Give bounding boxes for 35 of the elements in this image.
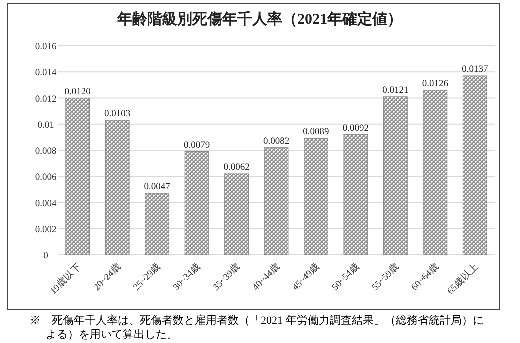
bar [66,98,90,256]
bar [145,193,170,256]
bar [344,134,368,256]
bar [264,148,289,256]
y-tick-label: 0.004 [35,199,57,210]
bar [423,90,448,256]
bar [462,76,488,256]
x-tick-label: 19歳以下 [48,260,84,298]
x-tick-label: 65歳以上 [444,260,482,298]
data-label: 0.0082 [263,136,290,147]
bar [383,96,408,256]
y-tick-label: 0.012 [35,94,57,105]
data-label: 0.0092 [342,124,370,134]
data-label: 0.0120 [64,87,92,98]
data-label: 0.0103 [104,109,131,120]
y-tick-label: 0 [44,252,49,262]
bar [105,120,130,256]
y-tick-label: 0.006 [35,173,57,184]
text: ※ 死傷年千人率は、死傷者数と雇用者数（「2021 年労働力調査結果」（総務省統計局）による）を用いて算出した。 [30,314,485,342]
data-label: 0.0047 [144,182,171,193]
y-tick-label: 0.016 [35,42,57,52]
y-tick-label: 0.01 [38,120,55,131]
data-label: 0.0062 [224,163,250,174]
data-label: 0.0121 [382,86,409,96]
data-label: 0.0126 [422,79,449,90]
bar [224,174,249,256]
data-label: 0.0137 [462,65,488,76]
y-tick-label: 0.014 [35,68,57,79]
y-tick-label: 0.002 [35,225,57,236]
chart-title: 年齢階級別死傷年千人率（2021年確定値） [116,10,402,28]
bar [184,152,210,256]
data-label: 0.0089 [303,128,330,138]
bar [304,138,328,256]
data-label: 0.0079 [184,140,210,151]
y-tick-label: 0.008 [35,147,57,157]
